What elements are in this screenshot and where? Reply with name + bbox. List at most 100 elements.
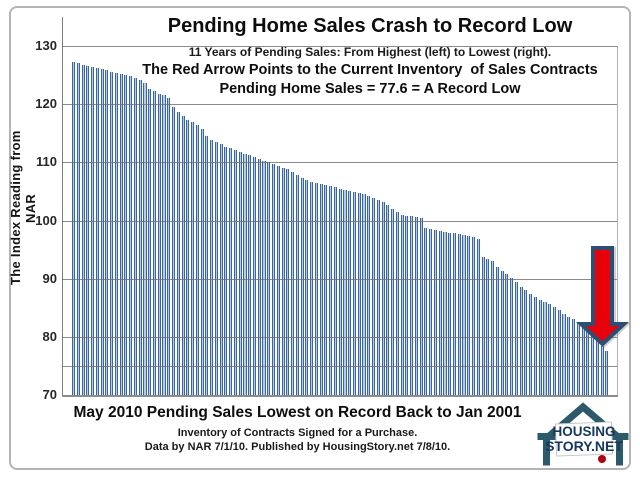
bar <box>295 175 299 395</box>
bar <box>586 329 590 395</box>
x-axis-line <box>62 395 618 397</box>
bar <box>481 257 485 395</box>
bar <box>543 301 547 395</box>
bar <box>238 151 242 395</box>
bar <box>538 299 542 395</box>
bar <box>381 201 385 395</box>
y-axis-line <box>62 17 63 396</box>
bar <box>467 235 471 395</box>
bar <box>329 186 333 395</box>
bar <box>133 78 137 395</box>
bar <box>391 208 395 395</box>
y-tick-label: 130 <box>35 38 57 53</box>
chart-title: Pending Home Sales Crash to Record Low <box>167 15 573 37</box>
logo-red-dot-icon <box>598 455 606 463</box>
bar-series <box>62 46 617 395</box>
bar <box>552 307 557 395</box>
bar <box>591 333 595 395</box>
bar <box>324 185 328 395</box>
bar <box>114 72 118 395</box>
footer-headline: May 2010 Pending Sales Lowest on Record … <box>73 404 522 421</box>
bar <box>205 136 209 395</box>
bar <box>362 194 366 395</box>
bar <box>500 270 504 395</box>
bar <box>191 122 195 395</box>
bar <box>424 227 428 395</box>
bar <box>605 350 609 395</box>
bar <box>476 239 480 395</box>
bar <box>505 274 509 395</box>
bar <box>314 182 318 395</box>
footer-subline: Inventory of Contracts Signed for a Purc… <box>177 427 418 439</box>
bar <box>286 169 290 395</box>
bar <box>405 215 409 395</box>
bar <box>262 160 266 395</box>
bar <box>129 76 133 395</box>
bar <box>533 296 537 395</box>
bar <box>572 319 576 395</box>
record-low-arrow <box>575 242 630 350</box>
y-tick-label: 110 <box>36 154 57 170</box>
bar <box>419 218 423 395</box>
bar <box>248 155 252 395</box>
bar <box>281 167 285 395</box>
bar <box>272 164 276 395</box>
bar <box>395 211 399 395</box>
bar <box>410 216 414 395</box>
bar <box>124 75 128 395</box>
bar <box>472 236 476 395</box>
bar <box>200 128 204 395</box>
footer-source: Data by NAR 7/1/10. Published by Housing… <box>144 441 451 453</box>
bar <box>595 339 599 395</box>
bar <box>110 71 114 395</box>
bar <box>524 290 528 395</box>
bar <box>148 88 152 395</box>
bar <box>72 62 76 395</box>
bar <box>557 310 561 395</box>
bar <box>86 65 90 395</box>
bar <box>519 286 523 395</box>
bar <box>157 93 161 395</box>
bar <box>348 190 352 395</box>
bar <box>162 95 166 395</box>
housingstory-logo: HOUSING STORY.NET <box>534 398 636 470</box>
bar <box>243 153 247 395</box>
bar <box>95 68 99 395</box>
bar <box>319 183 323 395</box>
bar <box>414 217 418 395</box>
bar <box>376 199 380 395</box>
bar <box>233 150 237 395</box>
y-tick-label: 120 <box>35 96 57 112</box>
bar <box>529 293 533 395</box>
bar <box>562 313 566 395</box>
bar <box>229 148 233 395</box>
chart-title-block: Pending Home Sales Crash to Record Low 1… <box>120 13 620 99</box>
bar <box>372 197 376 395</box>
bar <box>214 142 218 395</box>
logo-text-housing: HOUSING <box>552 424 615 439</box>
bar <box>514 282 518 395</box>
bar <box>224 146 228 395</box>
footer-block: May 2010 Pending Sales Lowest on Record … <box>15 403 580 454</box>
bar <box>143 83 147 395</box>
bar <box>491 260 495 395</box>
bar <box>438 231 442 395</box>
bar <box>119 73 123 395</box>
bar <box>495 267 499 395</box>
bar <box>76 63 80 395</box>
bar <box>338 188 342 395</box>
bar <box>510 278 514 395</box>
bar <box>81 64 85 395</box>
bar <box>152 91 157 395</box>
bar <box>486 258 490 395</box>
bar <box>91 66 95 395</box>
bar <box>291 172 295 395</box>
logo-text-plate <box>554 421 614 457</box>
bar <box>576 322 580 395</box>
bar <box>138 79 142 395</box>
bar <box>443 232 447 395</box>
bar <box>386 205 390 395</box>
chart-subtitle-2: The Red Arrow Points to the Current Inve… <box>142 62 598 78</box>
bar <box>343 189 347 395</box>
bar <box>567 316 571 395</box>
